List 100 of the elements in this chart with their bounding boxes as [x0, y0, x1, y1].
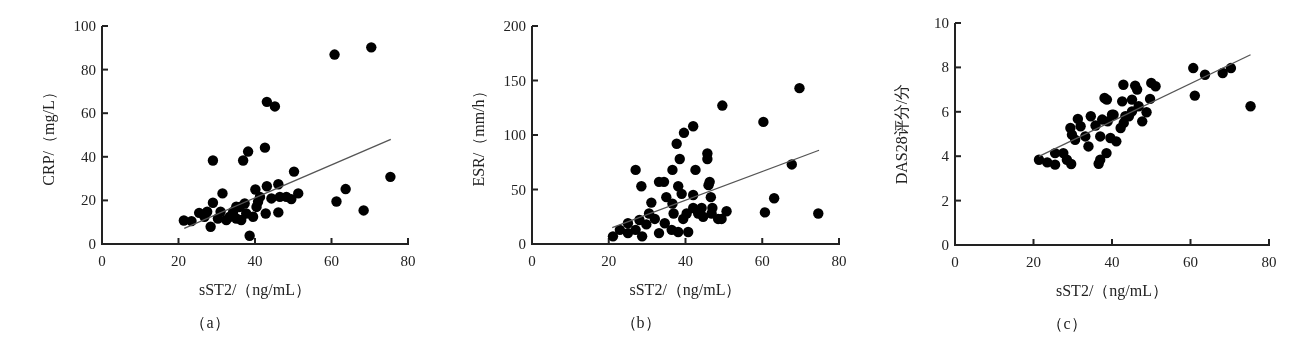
point	[260, 208, 271, 219]
point	[668, 208, 679, 219]
point	[1118, 79, 1129, 90]
y-tick-label: 6	[941, 103, 950, 120]
point	[1189, 90, 1201, 101]
point	[697, 211, 709, 222]
point	[237, 155, 249, 166]
point	[661, 191, 672, 203]
point	[676, 188, 687, 200]
y-tick-label: 100	[503, 127, 526, 143]
point	[250, 184, 261, 195]
y-axis-title: DAS28评分/分	[893, 83, 910, 185]
point	[1188, 62, 1199, 74]
y-tick-label: 20	[81, 192, 96, 209]
x-axis-title: sST2/（ng/mL）	[198, 281, 312, 299]
point	[266, 193, 277, 204]
x-tick-label: 40	[1104, 254, 1120, 270]
point	[659, 218, 670, 229]
point	[331, 196, 342, 207]
point	[1083, 141, 1094, 152]
point	[1101, 147, 1112, 159]
point	[242, 146, 254, 157]
point	[1126, 94, 1138, 105]
point	[721, 206, 732, 217]
point	[358, 205, 369, 216]
point	[261, 181, 273, 192]
point	[293, 188, 304, 199]
y-tick-label: 50	[511, 181, 526, 198]
x-axis-title: sST2/（ng/mL）	[629, 281, 742, 299]
point	[1065, 158, 1077, 170]
point	[366, 42, 377, 53]
y-tick-label: 100	[73, 18, 96, 34]
y-axis-title: CRP/（mg/L）	[40, 84, 58, 186]
point	[690, 164, 701, 176]
y-tick-label: 150	[503, 72, 526, 89]
point	[630, 224, 641, 236]
point	[705, 191, 717, 203]
point	[1150, 81, 1161, 92]
y-tick-label: 60	[81, 105, 96, 122]
x-tick-label: 20	[1026, 254, 1041, 270]
y-axis-title: ESR/（mm/h）	[470, 83, 487, 187]
point	[678, 127, 690, 139]
point	[673, 226, 684, 238]
point	[758, 116, 769, 128]
point	[671, 138, 682, 149]
x-tick-label: 20	[171, 253, 186, 269]
y-tick-label: 200	[503, 18, 526, 34]
point	[1117, 96, 1128, 107]
y-tick-label: 0	[88, 236, 96, 252]
point	[288, 166, 300, 177]
point	[269, 101, 281, 112]
point	[1075, 121, 1086, 132]
point	[236, 214, 247, 226]
point	[340, 183, 351, 195]
y-tick-label: 0	[941, 237, 949, 253]
point	[207, 197, 219, 208]
point	[636, 181, 647, 192]
point	[1111, 136, 1122, 147]
point	[641, 219, 652, 230]
point	[630, 164, 641, 176]
point	[1245, 101, 1256, 112]
point	[1131, 84, 1143, 95]
x-tick-label: 60	[1183, 254, 1198, 270]
point	[207, 155, 219, 166]
point	[1141, 107, 1152, 118]
point	[1085, 111, 1097, 122]
point	[646, 197, 657, 208]
y-tick-label: 80	[81, 61, 96, 78]
text: （a）	[190, 314, 230, 331]
point	[217, 188, 228, 199]
x-tick-label: 20	[601, 253, 617, 269]
point	[329, 49, 340, 60]
y-tick-label: 40	[81, 148, 96, 165]
y-tick-label: 2	[941, 192, 949, 209]
point	[259, 142, 271, 153]
x-tick-label: 80	[831, 253, 847, 269]
point	[717, 100, 728, 111]
text: （b）	[620, 314, 661, 331]
point	[1095, 131, 1106, 142]
y-tick-label: 8	[941, 59, 949, 76]
y-tick-label: 0	[518, 236, 526, 252]
x-tick-label: 80	[400, 253, 416, 269]
point	[1065, 122, 1076, 134]
point	[273, 207, 284, 218]
point	[759, 207, 771, 218]
point	[653, 227, 665, 239]
x-axis-title: sST2/（ng/mL）	[1055, 282, 1169, 300]
point	[385, 171, 396, 183]
point	[261, 96, 273, 108]
point	[1095, 154, 1106, 165]
point	[667, 164, 678, 176]
point	[768, 193, 780, 204]
y-tick-label: 4	[941, 148, 950, 165]
x-tick-label: 0	[98, 253, 106, 269]
point	[674, 153, 685, 165]
point	[607, 231, 619, 242]
point	[687, 121, 699, 132]
point	[244, 230, 255, 241]
point	[636, 231, 648, 242]
point	[1049, 159, 1061, 170]
